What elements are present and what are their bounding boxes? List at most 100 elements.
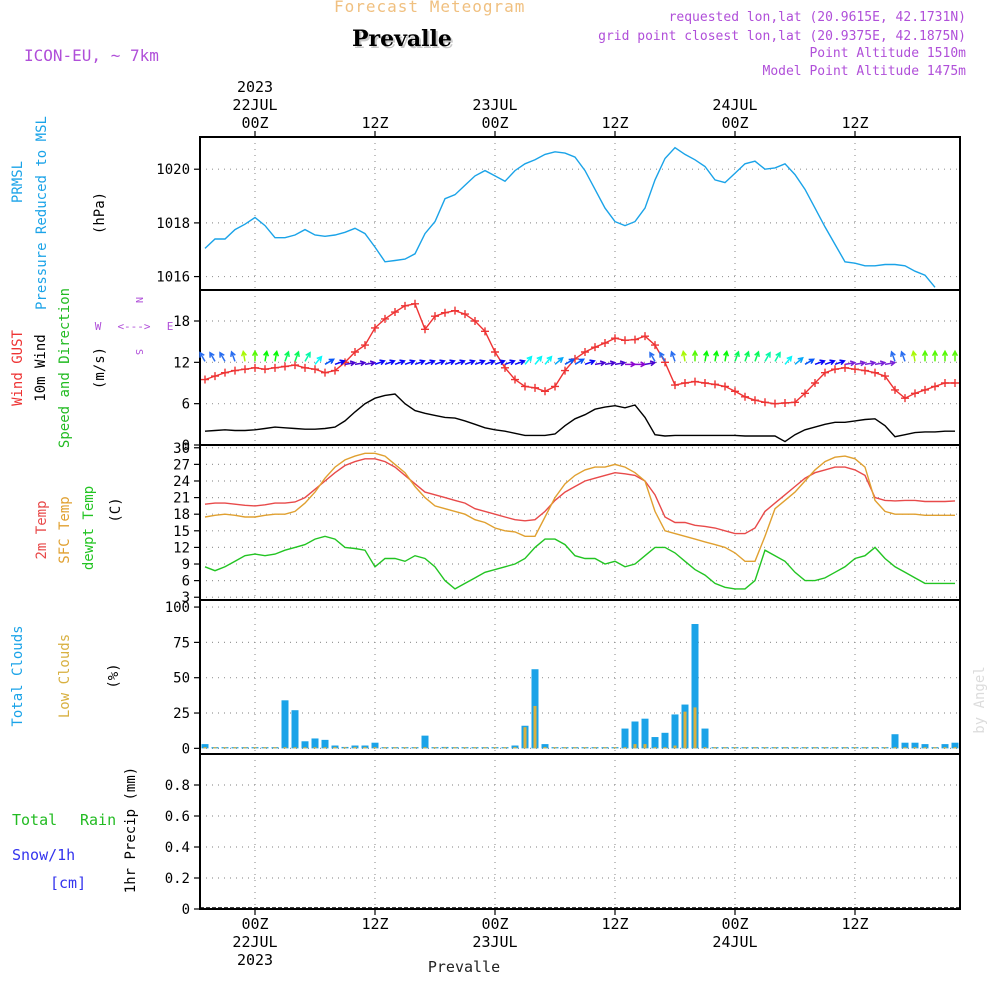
y-tick-label: 12 [173, 540, 190, 556]
gust-point [781, 398, 789, 407]
cloud-bar [603, 747, 607, 749]
gust-point [371, 323, 379, 332]
low-clouds-label: Low Clouds [57, 634, 73, 718]
cloud-bar [943, 747, 947, 749]
precip-total-label: Total [12, 811, 57, 829]
gust-point [321, 368, 329, 377]
gust-point [681, 379, 689, 387]
cloud-bar [533, 705, 537, 749]
y-tick-label: 6 [182, 574, 190, 590]
top-time-label: 12Z [601, 114, 628, 132]
cloud-bar [621, 728, 629, 749]
gust-point [661, 358, 669, 367]
cloud-bar [483, 747, 487, 749]
series-line-10m-wind [204, 393, 955, 443]
gust-point [751, 396, 759, 405]
precip-rain-label: Rain [80, 811, 116, 829]
cloud-bar [433, 747, 437, 749]
cloud-bar [803, 747, 807, 749]
wind-direction-arrow [574, 358, 586, 365]
cloud-bar [623, 747, 627, 749]
cloud-bar [671, 714, 679, 749]
wind-direction-arrow [414, 359, 426, 366]
wind-direction-arrow [890, 350, 896, 362]
cloud-bar [643, 744, 647, 749]
compass-arrows: <---> [117, 320, 150, 333]
wind-direction-arrow [354, 360, 367, 367]
compass-north: N [133, 297, 144, 303]
wind-direction-arrow [951, 349, 959, 362]
wind-direction-arrow [314, 355, 323, 365]
cloud-bar [273, 747, 277, 749]
wind-direction-arrow [824, 359, 836, 366]
cloud-bar [523, 727, 527, 749]
wind-direction-arrow [294, 350, 300, 362]
wind-direction-arrow [230, 350, 236, 362]
gust-point [441, 308, 449, 317]
gust-point [761, 398, 769, 407]
wind-direction-arrow [691, 349, 699, 362]
cloud-bar [763, 747, 767, 749]
precip-panel: 0 0.2 0.4 0.6 0.8 [165, 753, 961, 918]
wind-direction-arrow [614, 360, 627, 367]
wind-direction-arrow [263, 349, 270, 362]
gust-point [421, 325, 429, 334]
y-tick-label: 18 [173, 507, 190, 523]
cloud-bar [911, 742, 919, 749]
bottom-time-label: 00Z [241, 915, 268, 933]
gust-point [621, 336, 629, 345]
cloud-bar [703, 747, 707, 749]
wind-direction-arrow [324, 358, 336, 365]
gust-point [851, 365, 859, 374]
cloud-bar [553, 747, 557, 749]
y-tick-label: 25 [173, 706, 190, 722]
series-line-2m-temp [204, 458, 956, 535]
cloud-bar [753, 747, 757, 749]
cloud-bar [201, 744, 209, 749]
gust-point [221, 368, 229, 377]
wind-direction-arrow [910, 349, 917, 362]
gust-point [891, 385, 899, 394]
gust-point [631, 335, 639, 344]
cloud-bar [301, 741, 309, 749]
y-tick-label: 9 [182, 557, 190, 573]
gust-point [251, 363, 259, 372]
wind-direction-arrow [334, 359, 346, 366]
wind-direction-arrow [784, 355, 793, 365]
clouds-unit: (%) [106, 663, 122, 688]
cloud-bar [613, 747, 617, 749]
top-time-label: 23JUL [472, 96, 517, 114]
panel-frame [199, 753, 961, 910]
cloud-bar [651, 737, 659, 749]
wind-direction-arrow [941, 349, 949, 362]
cloud-bar [233, 747, 237, 749]
top-time-label: 2023 [237, 78, 273, 96]
cloud-bar [891, 734, 899, 749]
wind-10m-label: 10m Wind [33, 334, 49, 401]
gust-point [271, 363, 279, 372]
wind-direction-arrow [884, 360, 897, 367]
wind-direction-arrow [774, 351, 781, 362]
gust-point [861, 366, 869, 375]
model-altitude: Model Point Altitude 1475m [762, 64, 967, 79]
series-line-dewpt-temp [204, 535, 955, 590]
gust-point [491, 348, 499, 356]
cloud-bar [293, 747, 297, 749]
gust-point [591, 343, 599, 352]
wind-direction-arrow [814, 359, 826, 366]
bottom-time-label: 2023 [237, 951, 273, 969]
wind-direction-arrow [544, 355, 553, 365]
gust-point [401, 301, 409, 310]
gust-point [461, 310, 469, 319]
bottom-time-label: 12Z [601, 915, 628, 933]
cloud-bar [853, 747, 857, 749]
bottom-time-label: 12Z [361, 915, 388, 933]
wind-direction-arrow [424, 359, 436, 366]
series-line-sfc-temp [204, 452, 955, 562]
gust-point [561, 366, 569, 375]
cloud-bar [893, 747, 897, 749]
wind-direction-arrow [534, 355, 543, 365]
cloud-bar [513, 746, 517, 749]
precip-axis-label: 1hr Precip (mm) [123, 767, 139, 893]
